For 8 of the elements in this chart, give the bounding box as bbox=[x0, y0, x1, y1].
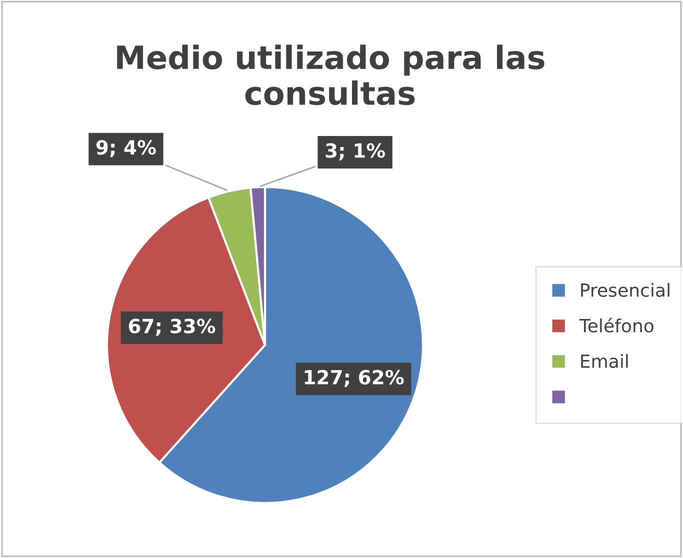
chart-title: Medio utilizado para las consultas bbox=[117, 44, 544, 106]
legend-label: Email bbox=[581, 354, 628, 368]
data-label: 3; 1% bbox=[326, 143, 385, 160]
legend-label: Teléfono bbox=[579, 318, 654, 332]
data-label: 67; 33% bbox=[128, 318, 216, 336]
data-label: 9; 4% bbox=[96, 140, 156, 158]
data-label: 127; 62% bbox=[304, 370, 404, 388]
legend-label: Presencial bbox=[581, 282, 670, 297]
